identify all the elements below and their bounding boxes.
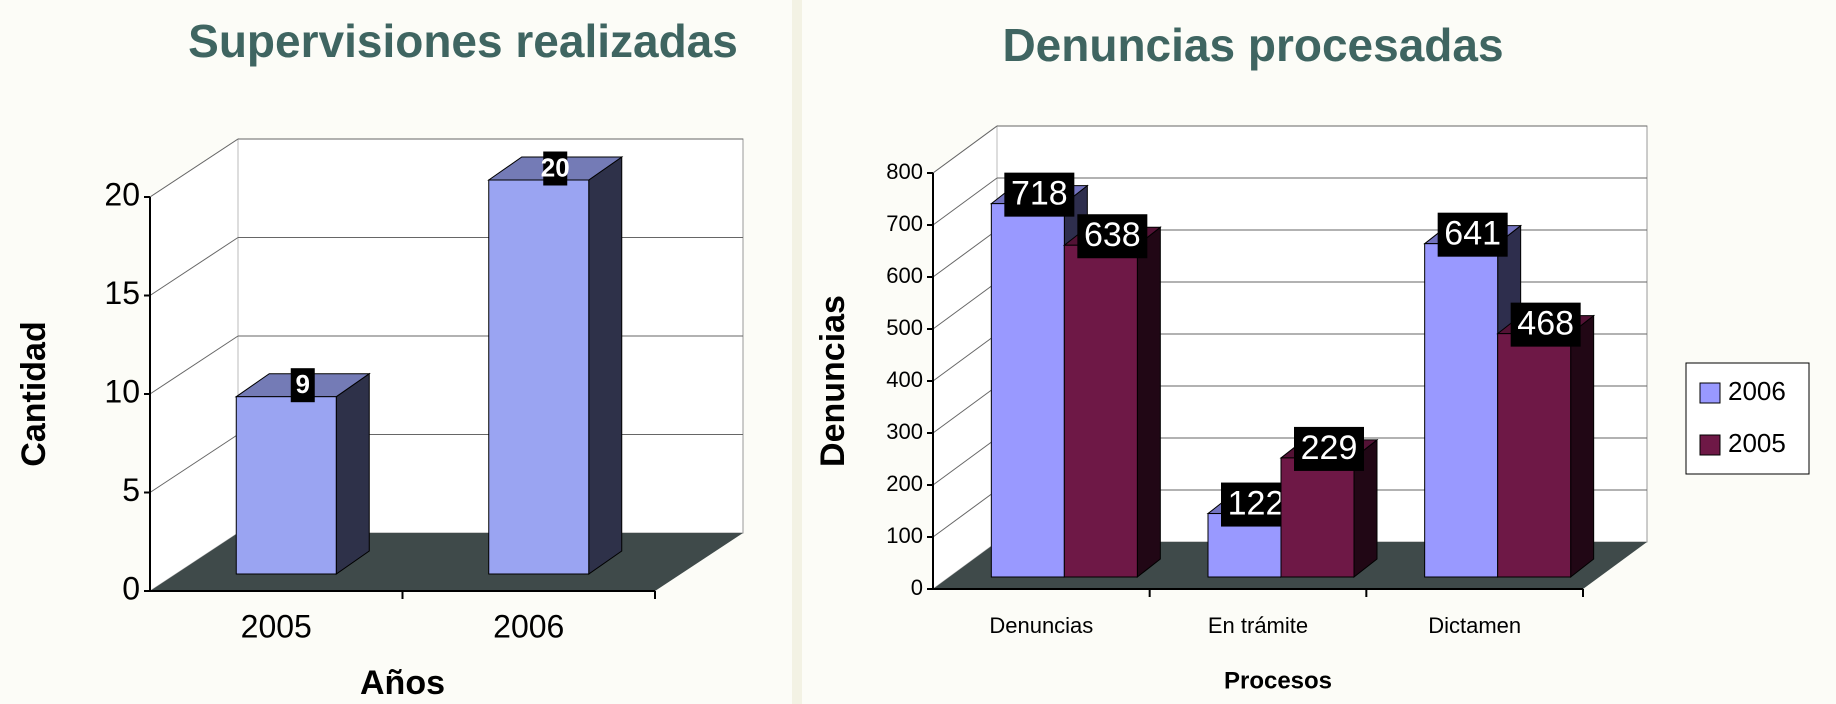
y-axis-label: Denuncias bbox=[814, 295, 852, 467]
x-tick-label: Dictamen bbox=[1428, 613, 1521, 638]
bar bbox=[990, 203, 1065, 578]
x-axis-label: Procesos bbox=[1224, 667, 1332, 694]
x-tick-label: Denuncias bbox=[989, 613, 1093, 638]
grid-line bbox=[932, 489, 998, 538]
bar bbox=[1063, 244, 1138, 578]
bar-side bbox=[1136, 226, 1161, 579]
y-tick-label: 15 bbox=[104, 275, 140, 311]
grid-line bbox=[932, 177, 998, 226]
y-tick-label: 700 bbox=[886, 211, 923, 236]
value-label-box bbox=[1294, 426, 1364, 471]
value-label: 20 bbox=[541, 152, 570, 182]
grid-line bbox=[932, 229, 998, 278]
value-label: 229 bbox=[1301, 429, 1358, 467]
grid-line bbox=[149, 434, 239, 493]
x-tick-label: 2006 bbox=[493, 608, 564, 644]
value-label: 122 bbox=[1228, 485, 1285, 523]
y-tick-label: 100 bbox=[886, 523, 923, 548]
value-label-box bbox=[1221, 482, 1291, 527]
y-tick-label: 800 bbox=[886, 159, 923, 184]
bar-side bbox=[335, 372, 370, 575]
y-tick-label: 5 bbox=[122, 472, 140, 508]
y-tick-label: 500 bbox=[886, 315, 923, 340]
y-tick-label: 10 bbox=[104, 373, 140, 409]
value-label-box bbox=[1004, 172, 1075, 217]
y-tick-label: 0 bbox=[911, 575, 923, 600]
x-axis-label: Años bbox=[360, 664, 445, 702]
bar bbox=[488, 179, 590, 575]
legend-label: 2005 bbox=[1728, 428, 1786, 458]
grid-line bbox=[149, 335, 239, 395]
value-label-box bbox=[1437, 212, 1508, 257]
bar bbox=[1497, 333, 1572, 578]
legend-label: 2006 bbox=[1728, 376, 1786, 406]
value-label: 641 bbox=[1444, 215, 1501, 253]
y-tick-label: 0 bbox=[122, 570, 140, 606]
y-tick-label: 600 bbox=[886, 263, 923, 288]
y-tick-label: 20 bbox=[104, 176, 140, 212]
grid-line bbox=[932, 385, 998, 434]
y-tick-label: 200 bbox=[886, 471, 923, 496]
y-tick-label: 300 bbox=[886, 419, 923, 444]
value-label: 9 bbox=[296, 369, 310, 399]
value-label-box bbox=[1077, 214, 1148, 259]
value-label: 638 bbox=[1084, 216, 1141, 254]
grid-line bbox=[932, 281, 998, 330]
grid-line bbox=[932, 437, 998, 486]
y-tick-label: 400 bbox=[886, 367, 923, 392]
value-label-box bbox=[1510, 302, 1581, 347]
bar bbox=[235, 396, 337, 575]
legend-swatch bbox=[1699, 434, 1721, 456]
bar-side bbox=[1570, 314, 1595, 579]
chart-title: Supervisiones realizadas bbox=[188, 15, 738, 67]
grid-line bbox=[149, 138, 239, 198]
value-label-box bbox=[290, 368, 315, 403]
legend-swatch bbox=[1699, 382, 1721, 404]
grid-line bbox=[149, 237, 239, 296]
x-tick-label: 2005 bbox=[241, 608, 312, 644]
bar bbox=[1424, 243, 1499, 578]
x-tick-label: En trámite bbox=[1208, 613, 1308, 638]
value-label: 718 bbox=[1011, 175, 1068, 213]
value-label-box bbox=[543, 151, 568, 186]
grid-line bbox=[932, 333, 998, 382]
grid-line bbox=[932, 125, 998, 174]
bar-side bbox=[588, 156, 623, 575]
chart-title: Denuncias procesadas bbox=[1002, 19, 1503, 71]
y-axis-label: Cantidad bbox=[15, 321, 53, 466]
value-label: 468 bbox=[1517, 305, 1574, 343]
bar bbox=[1280, 457, 1355, 578]
